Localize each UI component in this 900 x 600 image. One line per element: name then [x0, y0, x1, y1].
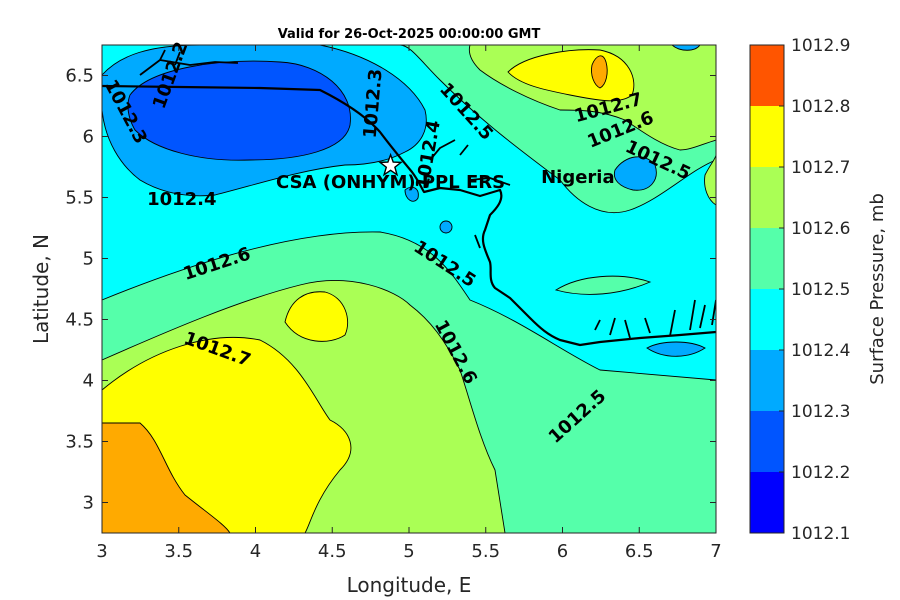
x-tick-label: 6: [557, 541, 568, 562]
colorbar-tick-label: 1012.4: [791, 341, 850, 361]
chart-title: Valid for 26-Oct-2025 00:00:00 GMT: [278, 27, 541, 42]
y-tick-label: 3.5: [65, 432, 94, 453]
pressure-band-1012.3: [613, 156, 657, 191]
colorbar-swatch: [750, 350, 784, 411]
colorbar-swatch: [750, 167, 784, 228]
x-axis-label: Longitude, E: [347, 573, 472, 597]
pressure-band-1012.8: [591, 55, 608, 89]
site-label: CSA (ONHYM) PPL ERS: [276, 172, 505, 193]
y-tick-label: 5: [83, 249, 94, 270]
colorbar: 1012.1 1012.2 1012.3 1012.4 1012.5 1012.6 1012…: [749, 36, 850, 544]
x-tick-label: 7: [710, 541, 721, 562]
y-tick-label: 4: [83, 371, 94, 392]
coastline: [102, 84, 716, 347]
colorbar-tick-label: 1012.5: [791, 280, 850, 300]
x-tick-label: 4.5: [318, 541, 347, 562]
pressure-band-1012.2: [127, 60, 351, 161]
y-axis-label: Latitude, N: [29, 234, 53, 344]
colorbar-tick-label: 1012.6: [791, 219, 850, 239]
country-label: Nigeria: [541, 167, 615, 188]
y-tick-label: 4.5: [65, 310, 94, 331]
plot-area: [102, 45, 716, 533]
colorbar-label: Surface Pressure, mb: [867, 193, 888, 385]
pressure-band-1012.7: [284, 291, 349, 342]
pressure-band-1012.8: [102, 422, 231, 533]
x-tick-label: 3.5: [164, 541, 193, 562]
pressure-band-1012.6: [704, 154, 716, 206]
colorbar-swatch: [750, 411, 784, 472]
contour-label: 1012.4: [147, 189, 216, 210]
x-tick-label: 3: [96, 541, 107, 562]
x-tick-label: 4: [250, 541, 261, 562]
y-tick-label: 3: [83, 493, 94, 514]
pressure-band-1012.3: [439, 220, 453, 234]
colorbar-swatch: [750, 45, 784, 106]
colorbar-tick-label: 1012.2: [791, 463, 850, 483]
pressure-band-1012.5: [554, 275, 652, 295]
colorbar-swatch: [750, 472, 784, 533]
colorbar-swatch: [750, 106, 784, 167]
y-tick-label: 5.5: [65, 188, 94, 209]
map-annotations: CSA (ONHYM) PPL ERS Nigeria: [276, 152, 615, 193]
y-tick-label: 6: [83, 127, 94, 148]
pressure-band-1012.3: [646, 341, 706, 357]
colorbar-tick-label: 1012.9: [791, 36, 850, 56]
x-tick-label: 5.5: [471, 541, 500, 562]
colorbar-swatch: [750, 289, 784, 350]
x-tick-label: 6.5: [625, 541, 654, 562]
x-tick-label: 5: [403, 541, 414, 562]
y-axis-ticks: 3 3.5 4 4.5 5 5.5 6 6.5: [65, 66, 716, 514]
colorbar-tick-label: 1012.3: [791, 402, 850, 422]
colorbar-tick-label: 1012.7: [791, 158, 850, 178]
x-axis-ticks: 3 3.5 4 4.5 5 5.5 6 6.5 7: [96, 45, 722, 562]
creek-lines: [139, 49, 716, 339]
y-tick-label: 6.5: [65, 66, 94, 87]
pressure-band-1012.3: [404, 186, 419, 202]
site-star-marker: [378, 152, 403, 177]
colorbar-tick-label: 1012.8: [791, 97, 850, 117]
colorbar-swatch: [750, 228, 784, 289]
colorbar-tick-label: 1012.1: [791, 524, 850, 544]
